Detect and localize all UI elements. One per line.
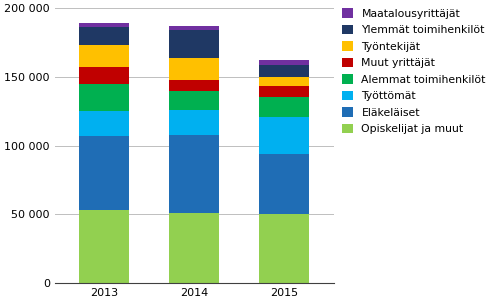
Bar <box>80 67 129 84</box>
Bar <box>169 26 219 30</box>
Bar <box>259 154 309 214</box>
Bar <box>169 91 219 110</box>
Bar <box>169 110 219 135</box>
Bar <box>169 213 219 283</box>
Legend: Maatalousyrittäjät, Ylemmät toimihenkilöt, Työntekijät, Muut yrittäjät, Alemmat : Maatalousyrittäjät, Ylemmät toimihenkilö… <box>342 8 486 134</box>
Bar <box>80 136 129 210</box>
Bar <box>259 98 309 117</box>
Bar <box>259 60 309 65</box>
Bar <box>80 27 129 45</box>
Bar <box>80 210 129 283</box>
Bar <box>169 30 219 58</box>
Bar <box>259 65 309 77</box>
Bar <box>80 45 129 67</box>
Bar <box>169 80 219 91</box>
Bar <box>259 214 309 283</box>
Bar <box>80 84 129 111</box>
Bar <box>259 117 309 154</box>
Bar <box>80 111 129 136</box>
Bar <box>259 86 309 98</box>
Bar <box>169 58 219 80</box>
Bar <box>259 77 309 86</box>
Bar <box>80 23 129 27</box>
Bar <box>169 135 219 213</box>
